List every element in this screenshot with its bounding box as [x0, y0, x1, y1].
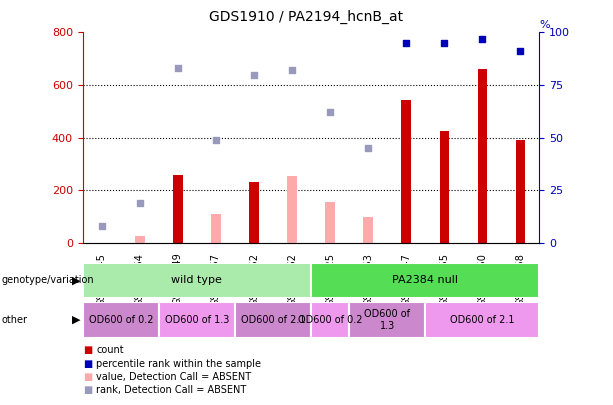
Text: wild type: wild type: [172, 275, 223, 286]
Text: rank, Detection Call = ABSENT: rank, Detection Call = ABSENT: [96, 386, 246, 395]
Point: [516, 48, 525, 55]
Point: [326, 109, 335, 116]
Bar: [287, 176, 297, 243]
Bar: [364, 217, 373, 243]
Text: PA2384 null: PA2384 null: [392, 275, 459, 286]
Text: OD600 of 0.2: OD600 of 0.2: [88, 315, 153, 325]
Bar: [249, 182, 259, 243]
Text: OD600 of 0.2: OD600 of 0.2: [298, 315, 362, 325]
Text: genotype/variation: genotype/variation: [1, 275, 94, 286]
Bar: [349, 302, 425, 338]
Bar: [211, 214, 221, 243]
Text: ▶: ▶: [72, 275, 81, 286]
Bar: [235, 302, 311, 338]
Point: [364, 145, 373, 151]
Bar: [516, 140, 525, 243]
Bar: [83, 263, 311, 298]
Text: ■: ■: [83, 359, 92, 369]
Point: [97, 223, 107, 229]
Bar: [425, 302, 539, 338]
Text: OD600 of 2.1: OD600 of 2.1: [450, 315, 514, 325]
Text: value, Detection Call = ABSENT: value, Detection Call = ABSENT: [96, 372, 251, 382]
Bar: [159, 302, 235, 338]
Bar: [83, 302, 159, 338]
Point: [211, 136, 221, 143]
Text: ▶: ▶: [72, 315, 81, 325]
Text: OD600 of
1.3: OD600 of 1.3: [364, 309, 410, 331]
Text: ■: ■: [83, 372, 92, 382]
Text: ■: ■: [83, 386, 92, 395]
Bar: [311, 302, 349, 338]
Point: [135, 200, 145, 206]
Point: [402, 40, 411, 46]
Point: [478, 36, 487, 42]
Bar: [173, 175, 183, 243]
Bar: [326, 202, 335, 243]
Bar: [440, 131, 449, 243]
Point: [173, 65, 183, 71]
Text: GDS1910 / PA2194_hcnB_at: GDS1910 / PA2194_hcnB_at: [210, 10, 403, 24]
Point: [249, 71, 259, 78]
Text: other: other: [1, 315, 27, 325]
Bar: [402, 100, 411, 243]
Point: [287, 67, 297, 74]
Text: OD600 of 2.1: OD600 of 2.1: [241, 315, 305, 325]
Point: [440, 40, 449, 46]
Bar: [478, 69, 487, 243]
Text: percentile rank within the sample: percentile rank within the sample: [96, 359, 261, 369]
Text: ■: ■: [83, 345, 92, 355]
Bar: [135, 237, 145, 243]
Text: count: count: [96, 345, 124, 355]
Text: %: %: [539, 20, 550, 30]
Bar: [311, 263, 539, 298]
Text: OD600 of 1.3: OD600 of 1.3: [165, 315, 229, 325]
